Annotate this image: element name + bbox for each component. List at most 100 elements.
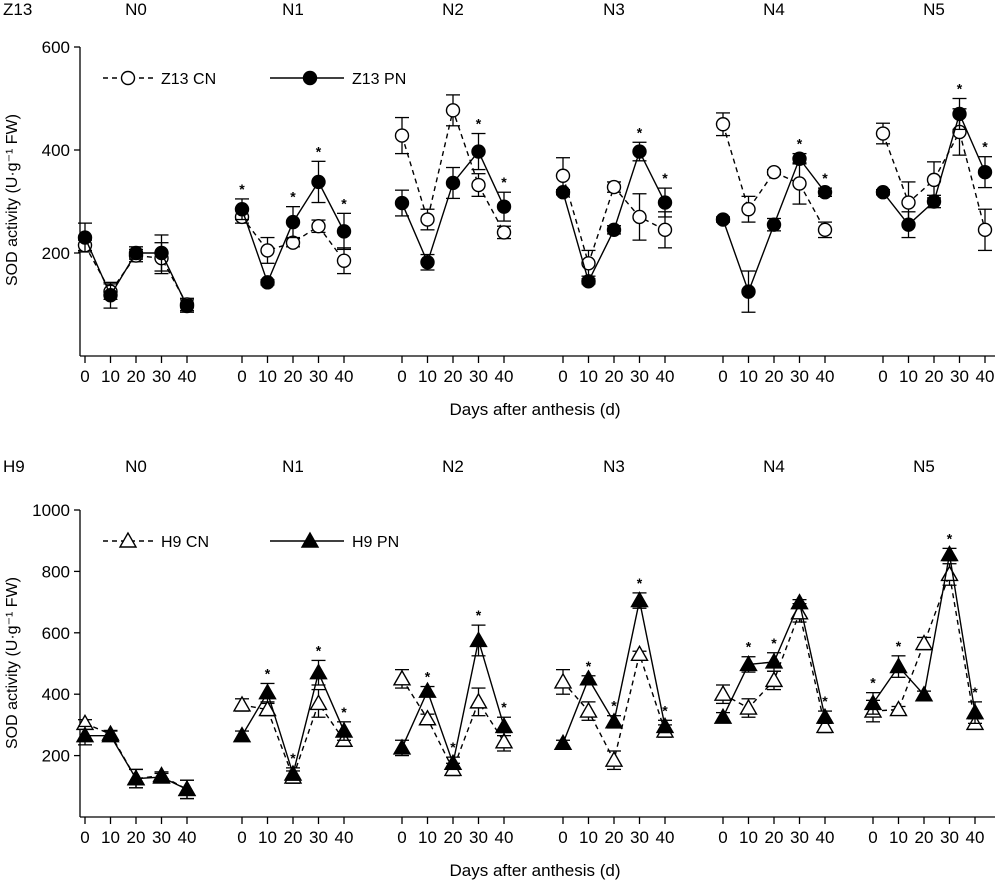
legend: H9 CN H9 PN [103, 531, 399, 551]
data-point [604, 712, 624, 729]
y-tick-label: 200 [42, 747, 70, 766]
data-point [815, 707, 835, 724]
x-tick-label: 30 [469, 367, 488, 386]
data-point [420, 212, 435, 227]
data-point [555, 168, 571, 183]
x-tick-label: 20 [444, 828, 463, 847]
data-point [632, 144, 647, 159]
significance-star: * [290, 750, 296, 766]
legend-label: Z13 PN [352, 71, 406, 88]
group-label: N0 [125, 0, 147, 19]
data-point [494, 717, 514, 734]
significance-star: * [972, 684, 978, 700]
y-tick-label: 400 [42, 685, 70, 704]
x-tick-label: 40 [816, 828, 835, 847]
x-axis-label: Days after anthesis (d) [449, 861, 620, 880]
series-line [241, 216, 345, 262]
significance-star: * [982, 139, 988, 155]
x-axis-label: Days after anthesis (d) [449, 400, 620, 419]
group-label: N4 [763, 0, 785, 19]
data-point [445, 175, 461, 191]
significance-star: * [265, 665, 271, 681]
x-tick-label: 40 [966, 828, 985, 847]
data-point [940, 545, 959, 562]
x-tick-label: 0 [558, 828, 567, 847]
data-point [258, 683, 277, 700]
y-axis-label: SOD activity (U·g⁻¹ FW) [4, 577, 21, 749]
data-point [553, 733, 573, 751]
data-point [875, 126, 891, 141]
data-point [926, 194, 942, 209]
legend-marker [120, 70, 136, 86]
legend-marker [302, 70, 318, 86]
x-tick-label: 0 [237, 828, 246, 847]
x-tick-label: 0 [718, 367, 727, 386]
data-point [334, 721, 354, 738]
data-point [420, 255, 435, 270]
legend-marker [300, 531, 320, 548]
x-tick-label: 40 [656, 828, 675, 847]
data-point [311, 219, 326, 234]
data-point [739, 698, 758, 715]
legend-label: Z13 CN [161, 71, 216, 88]
x-tick-label: 0 [80, 828, 89, 847]
legend: Z13 CN Z13 PN [103, 70, 406, 88]
data-point [863, 693, 883, 711]
data-point [260, 243, 275, 258]
data-point [392, 738, 412, 755]
significance-star: * [611, 698, 617, 714]
data-point [392, 669, 412, 686]
significance-star: * [290, 189, 296, 205]
data-point [234, 202, 250, 217]
data-point [741, 202, 756, 217]
series-line [562, 149, 666, 284]
data-point [657, 195, 673, 210]
x-tick-label: 20 [765, 828, 784, 847]
data-point [901, 217, 916, 232]
x-tick-label: 10 [579, 367, 598, 386]
data-point [604, 750, 624, 767]
data-point [889, 657, 908, 674]
series-line [241, 701, 345, 780]
x-tick-label: 0 [718, 828, 727, 847]
data-point [657, 222, 673, 238]
data-point [394, 128, 410, 143]
x-tick-label: 20 [765, 367, 784, 386]
x-tick-label: 10 [579, 828, 598, 847]
significance-star: * [662, 702, 668, 718]
legend-label: H9 CN [161, 534, 209, 551]
data-point [713, 707, 733, 724]
x-tick-label: 40 [178, 367, 197, 386]
x-tick-label: 20 [444, 367, 463, 386]
data-point [875, 185, 891, 200]
significance-star: * [316, 642, 322, 658]
series-0 [75, 563, 985, 800]
significance-star: * [316, 143, 322, 159]
x-tick-label: 10 [258, 367, 277, 386]
data-point [764, 670, 784, 688]
significance-star: * [896, 638, 902, 654]
x-tick-label: 30 [630, 367, 649, 386]
data-point [815, 717, 835, 734]
data-point [443, 753, 463, 770]
significance-star: * [239, 181, 245, 197]
x-tick-label: 30 [630, 828, 649, 847]
significance-star: * [822, 693, 828, 709]
data-point [713, 684, 733, 701]
data-point [817, 222, 833, 238]
data-point [579, 701, 598, 718]
data-point [790, 593, 809, 610]
x-tick-label: 0 [868, 828, 877, 847]
x-tick-label: 30 [152, 367, 171, 386]
x-tick-label: 40 [335, 828, 354, 847]
y-tick-label: 800 [42, 562, 70, 581]
data-point [494, 732, 514, 749]
data-point [418, 709, 437, 726]
significance-star: * [476, 607, 482, 623]
data-point [336, 224, 352, 239]
data-point [914, 685, 934, 702]
data-point [553, 672, 573, 689]
data-point [792, 151, 807, 166]
